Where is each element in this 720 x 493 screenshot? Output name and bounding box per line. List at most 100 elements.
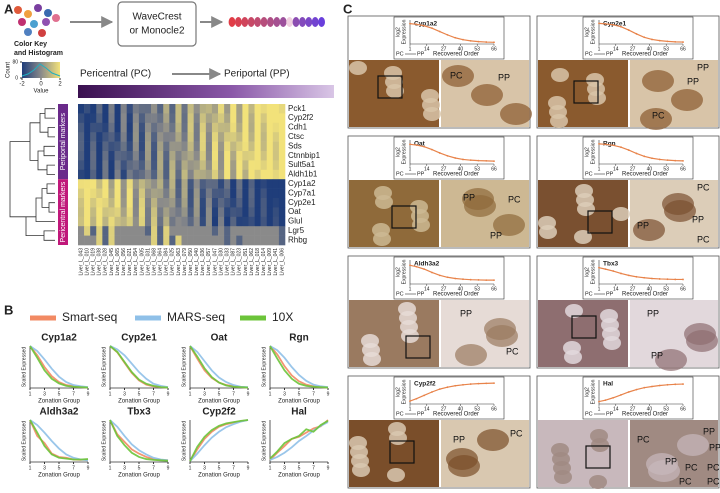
heatmap-cell xyxy=(108,132,115,142)
heatmap-cell xyxy=(96,179,103,189)
heatmap-cell xyxy=(114,188,121,199)
trend-line xyxy=(409,143,495,162)
heatmap-cell xyxy=(187,207,194,218)
zoom-region xyxy=(640,108,672,130)
heatmap-cell xyxy=(163,160,170,171)
heatmap-cell xyxy=(84,207,91,218)
heatmap-cell xyxy=(193,169,201,180)
y-axis-label: Scaled Expressed xyxy=(21,347,27,388)
group-bar xyxy=(58,179,68,245)
heatmap-cell xyxy=(272,141,280,152)
heatmap-cell xyxy=(138,104,146,114)
x-tick-label: 40 xyxy=(647,406,653,412)
heatmap-cell xyxy=(144,216,152,227)
heatmap-cell xyxy=(236,113,243,124)
method-label: WaveCrest xyxy=(132,12,181,23)
heatmap-cell xyxy=(260,122,268,133)
group-label: Periportal markers xyxy=(60,113,67,171)
heatmap-cell xyxy=(90,104,97,114)
heatmap-cell xyxy=(272,132,280,142)
heatmap-cell xyxy=(163,122,170,133)
heatmap-cell xyxy=(199,122,207,133)
heatmap-cell xyxy=(242,188,249,199)
heatmap-cell xyxy=(236,179,243,189)
heatmap-cell xyxy=(272,122,280,133)
heatmap-cell xyxy=(193,235,201,246)
heatmap-cell xyxy=(144,160,152,171)
gene-label: Cyp2f2 xyxy=(288,113,314,122)
heatmap-cell xyxy=(205,188,213,199)
heatmap-cell xyxy=(236,132,243,142)
heatmap-cell xyxy=(108,104,115,114)
x-tick-label: 1 xyxy=(598,286,601,292)
heatmap-cell xyxy=(248,179,255,189)
heatmap-cell xyxy=(211,141,219,152)
heatmap-cell xyxy=(248,122,255,133)
x-tick-label: 1 xyxy=(409,46,412,52)
heatmap-cell xyxy=(278,151,286,161)
heatmap-cell xyxy=(157,104,164,114)
pc-label: Pericentral (PC) xyxy=(80,69,151,80)
heatmap-cell xyxy=(102,160,109,171)
cell-label: Liver_L_047 xyxy=(212,248,218,276)
trend-line xyxy=(598,267,683,281)
cell-label: Liver_L_038 xyxy=(97,248,103,276)
y-axis-label: log2 xyxy=(584,147,590,157)
heatmap-cell xyxy=(187,188,194,199)
heatmap-cell xyxy=(151,141,158,152)
heatmap-cell xyxy=(120,141,128,152)
heatmap-cell xyxy=(224,122,231,133)
heatmap-cell xyxy=(205,235,213,246)
x-tick-label: 14 xyxy=(613,46,619,52)
heatmap-cell xyxy=(242,104,249,114)
heatmap-cell xyxy=(175,226,182,236)
heatmap-cell xyxy=(211,113,219,124)
y-axis-label: Expression xyxy=(401,379,407,404)
gene-label: Cyp1a2 xyxy=(288,179,316,188)
heatmap-cell xyxy=(163,141,170,152)
heatmap-cell xyxy=(272,198,280,208)
ordered-cell xyxy=(241,17,249,27)
heatmap-cell xyxy=(90,216,97,227)
x-tick-label: 66 xyxy=(491,46,497,52)
heatmap-cell xyxy=(114,141,121,152)
heatmap-cell xyxy=(151,160,158,171)
line-series xyxy=(269,345,329,389)
heatmap-cell xyxy=(138,188,146,199)
x-tick-label: 53 xyxy=(474,46,480,52)
chart-title: Oat xyxy=(211,333,228,344)
tissue-spot xyxy=(384,66,402,80)
heatmap-cell xyxy=(132,188,140,199)
heatmap-cell xyxy=(84,235,91,246)
heatmap-cell xyxy=(224,216,231,227)
heatmap-cell xyxy=(163,207,170,218)
zone-label: PP xyxy=(460,308,472,318)
heatmap-cell xyxy=(248,226,255,236)
heatmap-cell xyxy=(187,160,194,171)
heatmap-cell xyxy=(242,141,249,152)
x-tick-label: 5 xyxy=(218,465,221,471)
heatmap-cell xyxy=(248,198,255,208)
plot-title: Cyp2e1 xyxy=(603,21,627,28)
heatmap-cell xyxy=(266,226,274,236)
heatmap-cell xyxy=(218,226,225,236)
cell-label: Liver_L_065 xyxy=(115,248,121,276)
heatmap-cell xyxy=(120,235,128,246)
chart-title: Cyp2e1 xyxy=(121,333,157,344)
heatmap-cell xyxy=(181,179,188,189)
zone-label: PC xyxy=(707,462,720,472)
start-label: PC xyxy=(396,171,404,177)
heatmap-cell xyxy=(144,113,152,124)
heatmap-cell xyxy=(205,141,213,152)
heatmap-cell xyxy=(102,179,109,189)
zone-label: PP xyxy=(687,76,699,86)
heatmap-cell xyxy=(126,179,134,189)
heatmap-cell xyxy=(205,151,213,161)
x-tick-label: 14 xyxy=(424,406,430,412)
heatmap-cell xyxy=(193,226,201,236)
x-tick-label: 66 xyxy=(680,406,686,412)
heatmap-cell xyxy=(144,198,152,208)
heatmap-cell xyxy=(211,122,219,133)
heatmap-cell xyxy=(90,179,97,189)
